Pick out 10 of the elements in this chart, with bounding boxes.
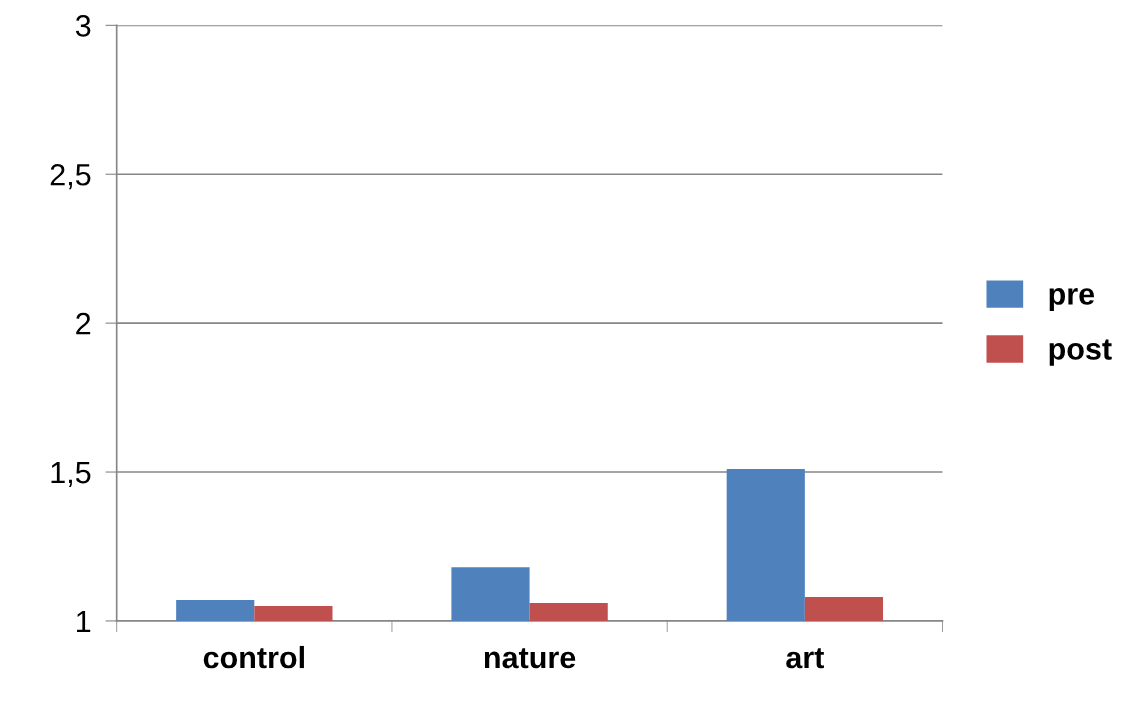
legend-label: post [1049,339,1112,366]
x-tick-label: art [786,648,824,669]
y-tick-label: 2 [76,312,91,335]
y-tick-label: 3 [75,15,91,37]
y-tick-label: 1,5 [51,462,91,488]
y-tick-label: 1 [77,610,91,632]
x-tick-label: nature [484,648,576,669]
x-tick-label: control [203,645,304,669]
y-tick-label: 2,5 [50,163,91,190]
legend-label: pre [1049,288,1095,311]
